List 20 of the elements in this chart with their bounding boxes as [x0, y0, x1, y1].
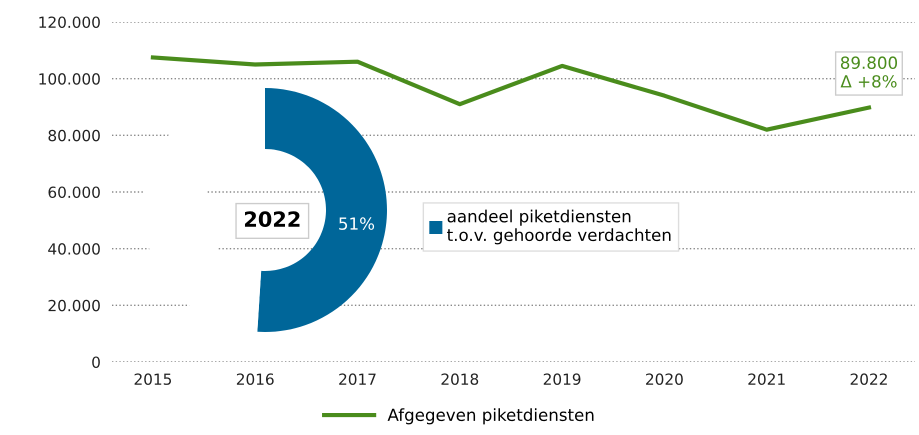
- y-tick-label: 20.000: [48, 300, 100, 312]
- x-tick-label: 2022: [850, 373, 887, 385]
- x-tick-label: 2015: [134, 373, 172, 385]
- y-tick-label: 120.000: [39, 16, 100, 28]
- x-tick-label: 2017: [339, 373, 376, 385]
- x-tick-label: 2019: [544, 373, 580, 385]
- x-tick-label: 2020: [646, 373, 683, 385]
- data-label: 51%: [339, 217, 374, 230]
- annotation: 2022: [244, 211, 300, 228]
- x-tick-label: 2018: [441, 373, 478, 385]
- y-tick-label: 80.000: [48, 130, 100, 142]
- y-tick-label: 60.000: [48, 186, 100, 198]
- legend-label: aandeel piketdiensten t.o.v. gehoorde verdachten: [447, 210, 670, 244]
- x-tick-label: 2021: [748, 373, 785, 385]
- legend-label: Afgegeven piketdiensten: [388, 408, 594, 424]
- y-tick-label: 0: [92, 356, 100, 368]
- annotation: 89.800 Δ +8%: [840, 56, 898, 88]
- y-tick-label: 40.000: [48, 243, 100, 255]
- y-tick-label: 100.000: [39, 73, 100, 85]
- x-tick-label: 2016: [236, 373, 274, 385]
